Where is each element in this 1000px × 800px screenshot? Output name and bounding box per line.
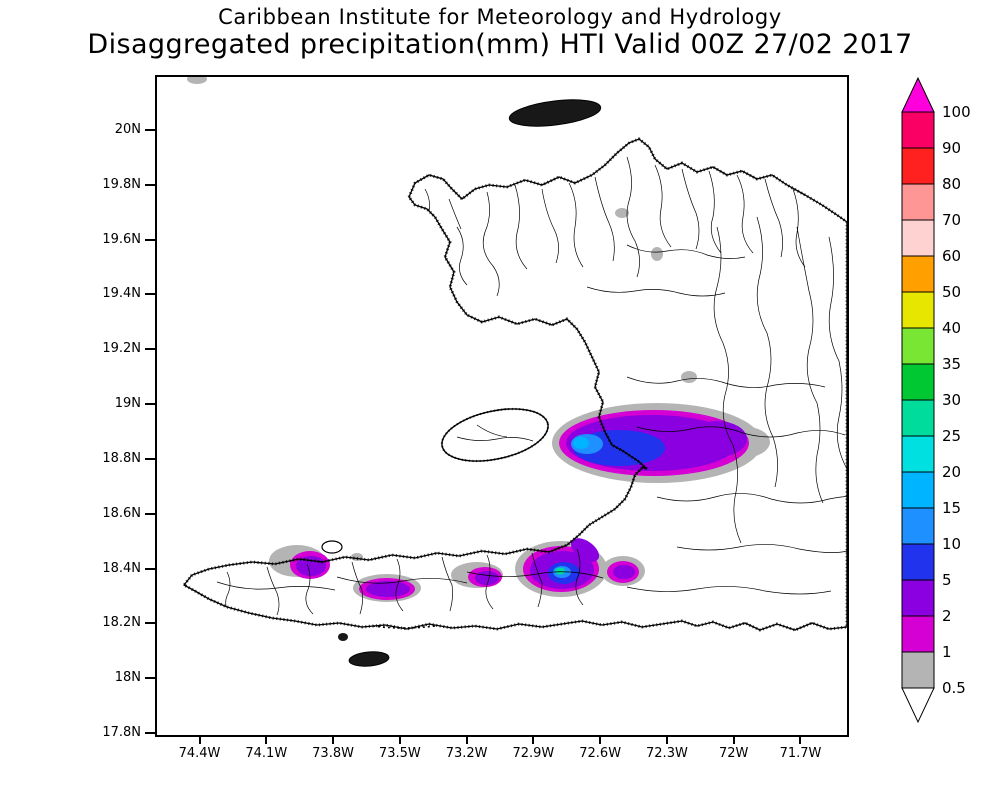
colorbar-under-arrow [901, 687, 935, 724]
lat-tick-label: 18.6N [102, 505, 141, 521]
lat-tick-label: 18N [114, 670, 141, 686]
lat-tick [145, 348, 155, 351]
lon-tick-label: 71.7W [779, 746, 822, 761]
lon-tick-label: 73.5W [378, 746, 421, 761]
colorbar-segment [901, 435, 935, 473]
lat-tick-label: 18.4N [102, 560, 141, 576]
colorbar-label: 40 [942, 319, 961, 337]
lon-tick [599, 735, 602, 744]
colorbar-segment [901, 363, 935, 401]
institute-title: Caribbean Institute for Meteorology and … [218, 5, 782, 29]
lat-tick-label: 19N [114, 396, 141, 411]
colorbar-segment [901, 291, 935, 329]
lon-tick [732, 735, 735, 744]
lat-tick-label: 19.2N [102, 341, 141, 357]
lat-tick [145, 293, 155, 296]
colorbar-label: 60 [942, 247, 961, 265]
colorbar-segment [901, 399, 935, 437]
colorbar-label: 15 [942, 499, 961, 517]
colorbar-segment [901, 327, 935, 365]
plot-title: Disaggregated precipitation(mm) HTI Vali… [87, 29, 913, 60]
colorbar-label: 0.5 [942, 679, 966, 697]
precip-shading [187, 77, 770, 602]
gonave-detail [456, 424, 534, 442]
cayemites-island [321, 540, 343, 554]
lat-tick-label: 19.4N [102, 286, 141, 302]
haiti-landmass [184, 139, 847, 630]
colorbar-label: 1 [942, 643, 952, 661]
colorbar-label: 90 [942, 139, 961, 157]
lat-tick-label: 18.8N [102, 450, 141, 466]
lat-tick [145, 732, 155, 734]
colorbar-segment [901, 111, 935, 149]
lon-tick-label: 72.6W [579, 746, 622, 761]
lon-tick [198, 735, 201, 744]
lat-tick [145, 622, 155, 625]
colorbar-segment [901, 471, 935, 509]
watershed-boundaries [217, 157, 847, 616]
colorbar-segment [901, 507, 935, 545]
lat-tick [145, 128, 155, 131]
lon-tick [665, 735, 668, 744]
colorbar-segment [901, 579, 935, 617]
lat-tick [145, 457, 155, 460]
lat-tick [145, 238, 155, 241]
lat-tick-label: 20N [114, 121, 141, 137]
haiti-map [181, 77, 847, 667]
colorbar-label: 2 [942, 607, 952, 625]
colorbar: 0.5 1 2 5 10 15 20 25 30 35 40 50 60 70 80 90 100 [896, 64, 996, 736]
colorbar-label: 50 [942, 283, 961, 301]
lon-tick [532, 735, 535, 744]
lon-tick [465, 735, 468, 744]
colorbar-label: 30 [942, 391, 961, 409]
colorbar-label: 25 [942, 427, 961, 445]
colorbar-label: 100 [942, 103, 971, 121]
ile-a-vache [348, 651, 390, 667]
lat-tick [145, 567, 155, 570]
colorbar-label: 20 [942, 463, 961, 481]
lat-tick [145, 403, 155, 405]
colorbar-segment [901, 147, 935, 185]
islands [321, 99, 602, 667]
colorbar-over-arrow [901, 76, 935, 113]
colorbar-segment [901, 219, 935, 257]
colorbar-segment [901, 651, 935, 689]
colorbar-segment [901, 183, 935, 221]
lon-tick-label: 74.1W [245, 746, 288, 761]
lat-tick [145, 512, 155, 515]
colorbar-segment [901, 615, 935, 653]
colorbar-label: 80 [942, 175, 961, 193]
colorbar-label: 5 [942, 571, 952, 589]
lat-tick-label: 19.6N [102, 231, 141, 247]
lon-tick-label: 72.3W [646, 746, 688, 761]
lon-tick-label: 72.9W [512, 746, 555, 761]
gonave-coast-texture [440, 407, 550, 463]
colorbar-label: 10 [942, 535, 961, 553]
lon-tick-label: 73.8W [312, 746, 354, 761]
lon-tick-label: 72W [719, 746, 749, 761]
colorbar-segment [901, 543, 935, 581]
tortue-island [508, 99, 602, 127]
coastline [183, 138, 847, 631]
lat-tick [145, 183, 155, 186]
lon-tick [332, 735, 335, 744]
colorbar-label: 70 [942, 211, 961, 229]
lat-tick-label: 18.2N [102, 615, 141, 631]
colorbar-segment [901, 255, 935, 293]
lat-tick-label: 19.8N [102, 176, 141, 192]
lat-tick [145, 677, 155, 680]
islet [338, 633, 348, 641]
lon-tick-label: 74.4W [178, 746, 221, 761]
lon-tick-label: 73.2W [445, 746, 488, 761]
lat-tick-label: 17.8N [102, 725, 141, 740]
lon-tick [398, 735, 401, 744]
map-plot-area [155, 75, 849, 737]
colorbar-label: 35 [942, 355, 961, 373]
lon-tick [799, 735, 802, 744]
lon-tick [265, 735, 268, 744]
